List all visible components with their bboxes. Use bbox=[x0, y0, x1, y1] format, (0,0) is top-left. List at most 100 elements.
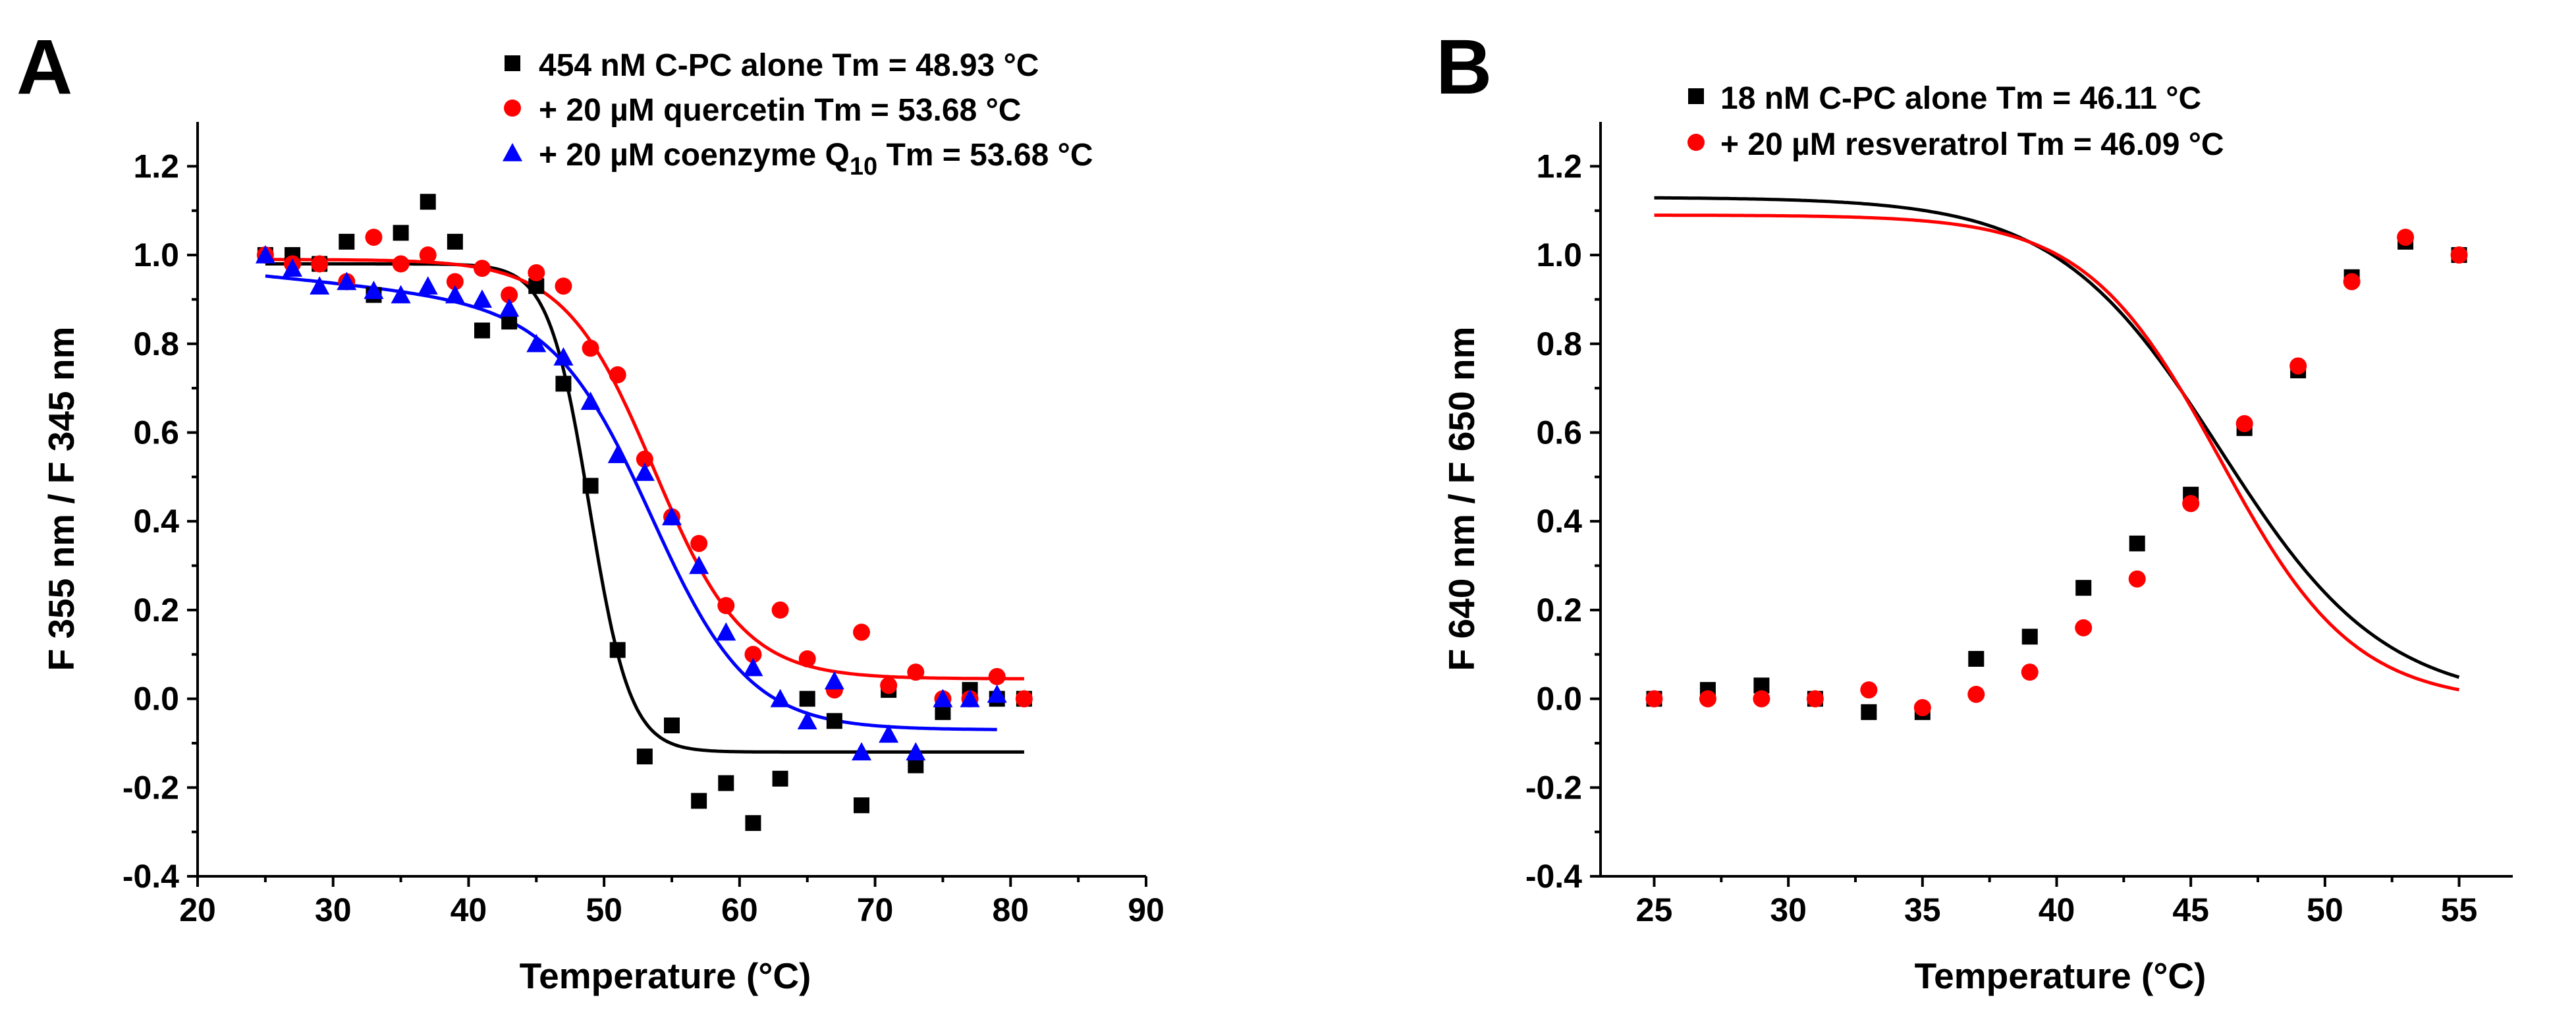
data-point-triangle bbox=[960, 689, 980, 708]
y-tick-label: 0.2 bbox=[133, 592, 179, 629]
y-tick-label: -0.2 bbox=[123, 769, 179, 806]
panel-b: B 25 30 35 40 45 50 55 -0.4 -0.2 0.0 0.2 0.4 0.6 0.8 1… bbox=[1436, 24, 2513, 996]
data-point-circle bbox=[1645, 690, 1663, 708]
data-point-circle bbox=[988, 667, 1006, 685]
data-point-circle bbox=[880, 677, 898, 694]
data-point-circle bbox=[717, 597, 735, 615]
data-point-square bbox=[772, 770, 788, 787]
y-tick-label: 0.4 bbox=[1536, 503, 1582, 540]
legend-entry-label: + 20 µM quercetin Tm = 53.68 °C bbox=[539, 93, 1021, 128]
x-tick-label: 45 bbox=[2172, 891, 2209, 928]
y-tick-label: 1.0 bbox=[133, 237, 179, 273]
data-point-square bbox=[474, 322, 490, 339]
data-point-circle bbox=[392, 255, 410, 273]
panel-b-letter: B bbox=[1436, 24, 1492, 111]
data-point-triangle bbox=[824, 671, 844, 690]
panel-a-legend: 454 nM C-PC alone Tm = 48.93 °C + 20 µM q… bbox=[503, 48, 1093, 181]
data-point-circle bbox=[853, 623, 870, 641]
fit-curve bbox=[1654, 196, 2460, 679]
data-point-square bbox=[555, 376, 572, 392]
panel-a-data-points bbox=[255, 194, 1033, 831]
data-point-circle bbox=[2343, 273, 2361, 291]
data-point-circle bbox=[582, 339, 599, 357]
data-point-triangle bbox=[283, 258, 302, 277]
data-point-square bbox=[854, 797, 869, 814]
x-tick-label: 30 bbox=[1770, 891, 1807, 928]
y-tick-label: 0.8 bbox=[133, 325, 179, 362]
data-point-triangle bbox=[553, 347, 574, 366]
panel-a-ticks: 20 30 40 50 60 70 80 90 -0.4 -0.2 0.0 0.2 0.4 0.6 0.8 1… bbox=[123, 148, 1165, 928]
y-tick-label: -0.4 bbox=[1525, 858, 1582, 895]
x-tick-label: 60 bbox=[721, 891, 758, 928]
data-point-circle bbox=[446, 273, 464, 291]
y-tick-label: -0.2 bbox=[1525, 769, 1582, 806]
data-point-circle bbox=[1699, 690, 1716, 708]
panel-b-x-axis-label: Temperature (°C) bbox=[1915, 955, 2206, 996]
legend-marker-triangle bbox=[503, 143, 522, 161]
x-tick-label: 20 bbox=[179, 891, 216, 928]
panel-a-letter: A bbox=[16, 24, 72, 111]
y-tick-label: 1.2 bbox=[1536, 148, 1582, 184]
x-tick-label: 35 bbox=[1904, 891, 1941, 928]
data-point-triangle bbox=[689, 555, 709, 575]
data-point-circle bbox=[2182, 495, 2200, 513]
data-point-circle bbox=[2075, 619, 2093, 636]
data-point-triangle bbox=[852, 742, 871, 761]
data-point-square bbox=[420, 194, 436, 210]
data-point-square bbox=[745, 815, 761, 831]
y-tick-label: 1.2 bbox=[133, 148, 179, 184]
panel-b-y-axis-label: F 640 nm / F 650 nm bbox=[1441, 327, 1482, 671]
data-point-triangle bbox=[418, 276, 438, 295]
data-point-triangle bbox=[445, 285, 465, 304]
data-point-circle bbox=[907, 663, 925, 681]
data-point-circle bbox=[1913, 699, 1931, 717]
fit-curve bbox=[265, 262, 1024, 754]
data-point-circle bbox=[2450, 246, 2468, 264]
legend-entry-label: + 20 µM resveratrol Tm = 46.09 °C bbox=[1720, 127, 2224, 162]
panel-a-fit-curves bbox=[265, 258, 1024, 754]
legend-marker-square bbox=[1688, 88, 1704, 104]
data-point-circle bbox=[771, 601, 789, 619]
data-point-triangle bbox=[337, 271, 357, 291]
data-point-circle bbox=[1015, 690, 1033, 708]
y-tick-label: 0.6 bbox=[1536, 414, 1582, 451]
data-point-triangle bbox=[797, 711, 817, 730]
y-tick-label: 0.8 bbox=[1536, 325, 1582, 362]
data-point-triangle bbox=[662, 507, 682, 526]
data-point-square bbox=[636, 748, 653, 765]
x-tick-label: 40 bbox=[451, 891, 487, 928]
panel-b-fit-curves bbox=[1654, 196, 2460, 692]
data-point-square bbox=[1861, 704, 1877, 720]
y-tick-label: 0.4 bbox=[133, 503, 179, 540]
data-point-triangle bbox=[364, 280, 384, 299]
data-point-circle bbox=[636, 450, 653, 468]
fit-curve bbox=[1654, 213, 2459, 692]
data-point-circle bbox=[365, 229, 383, 246]
legend-entry-label: + 20 µM coenzyme Q10 Tm = 53.68 °C bbox=[539, 138, 1093, 181]
x-tick-label: 70 bbox=[857, 891, 894, 928]
panel-b-data-points bbox=[1645, 229, 2468, 720]
data-point-triangle bbox=[743, 658, 763, 677]
data-point-triangle bbox=[310, 276, 330, 295]
data-point-triangle bbox=[391, 285, 411, 304]
data-point-circle bbox=[501, 286, 518, 304]
panel-a: A 20 30 40 50 60 70 80 90 -0.4 -0.2 0.0 0.2 0.4 0.6 0.… bbox=[16, 24, 1165, 996]
legend-marker-circle bbox=[504, 99, 521, 117]
data-point-triangle bbox=[987, 684, 1007, 703]
data-point-circle bbox=[744, 646, 762, 663]
y-tick-label: 0.2 bbox=[1536, 592, 1582, 629]
panel-a-x-axis-label: Temperature (°C) bbox=[520, 955, 811, 996]
data-point-circle bbox=[419, 246, 437, 264]
data-point-square bbox=[339, 233, 355, 250]
data-point-circle bbox=[311, 255, 329, 273]
data-point-circle bbox=[1806, 690, 1824, 708]
data-point-triangle bbox=[607, 445, 628, 463]
y-tick-label: 0.6 bbox=[133, 414, 179, 451]
data-point-circle bbox=[528, 264, 545, 281]
data-point-circle bbox=[2128, 570, 2146, 588]
data-point-triangle bbox=[580, 391, 601, 410]
data-point-circle bbox=[690, 534, 708, 552]
data-point-triangle bbox=[255, 245, 275, 264]
data-point-square bbox=[393, 225, 409, 241]
